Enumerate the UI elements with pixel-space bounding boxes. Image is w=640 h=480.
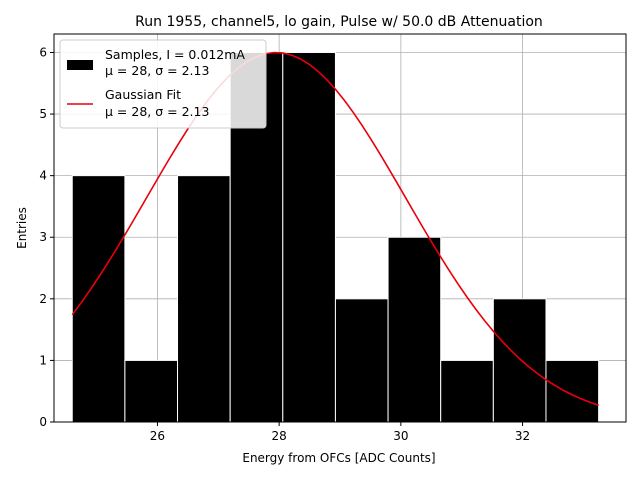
- histogram-bar: [71, 175, 126, 423]
- y-tick-label: 6: [39, 45, 47, 59]
- axis-ticks: 26 28 30 32 0 1 2 3 4 5 6: [39, 45, 530, 443]
- histogram-bar: [492, 298, 547, 423]
- histogram-bar: [545, 359, 600, 423]
- gaussian-fit: [71, 51, 599, 407]
- y-tick-label: 5: [39, 107, 47, 121]
- legend-samples-label: Samples, I = 0.012mA: [105, 47, 245, 62]
- legend: Samples, I = 0.012mA μ = 28, σ = 2.13 Ga…: [59, 39, 267, 129]
- chart-title: Run 1955, channel5, lo gain, Pulse w/ 50…: [135, 14, 543, 30]
- x-tick-label: 28: [272, 429, 287, 443]
- y-tick-label: 0: [39, 415, 47, 429]
- legend-box: [59, 39, 267, 129]
- histogram-bar: [124, 359, 179, 423]
- y-tick-label: 3: [39, 230, 47, 244]
- x-tick-label: 30: [393, 429, 408, 443]
- histogram-bars: [71, 51, 600, 423]
- axes-frame: [53, 33, 627, 423]
- histogram-bar: [334, 298, 389, 423]
- legend-fit-label: Gaussian Fit: [105, 87, 181, 102]
- histogram-bar: [282, 51, 336, 423]
- y-tick-label: 4: [39, 169, 47, 183]
- legend-samples-stats: μ = 28, σ = 2.13: [105, 63, 209, 78]
- histogram-bar: [440, 359, 494, 423]
- legend-samples-patch: [67, 60, 93, 70]
- x-tick-label: 32: [515, 429, 530, 443]
- histogram-bar: [177, 175, 231, 423]
- x-axis-label: Energy from OFCs [ADC Counts]: [242, 451, 435, 465]
- x-tick-label: 26: [150, 429, 165, 443]
- legend-fit-stats: μ = 28, σ = 2.13: [105, 104, 209, 119]
- y-axis-label: Entries: [15, 207, 29, 249]
- y-tick-label: 1: [39, 353, 47, 367]
- y-tick-label: 2: [39, 292, 47, 306]
- histogram-bar: [387, 236, 442, 423]
- gaussian-fit-line: [71, 51, 599, 407]
